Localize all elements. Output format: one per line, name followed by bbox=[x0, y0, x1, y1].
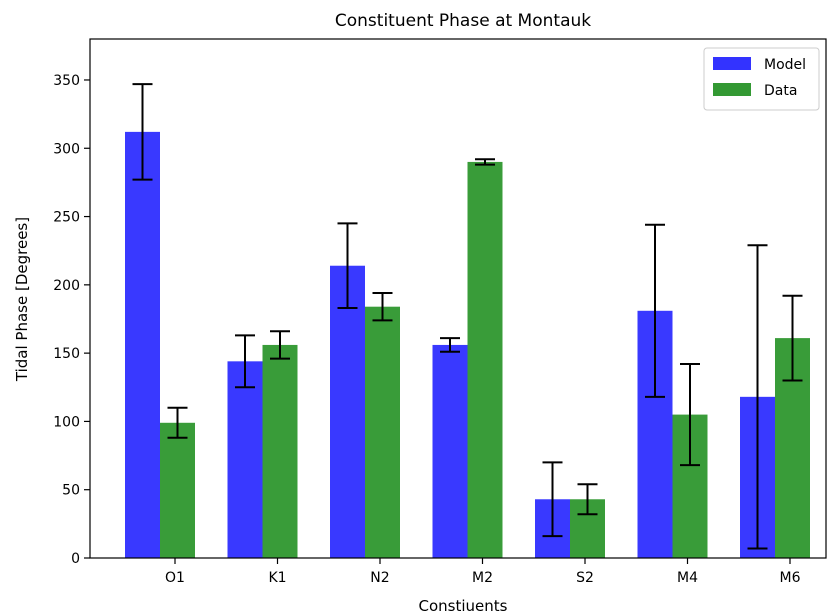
bar-model-o1 bbox=[125, 131, 160, 558]
y-axis-label: Tidal Phase [Degrees] bbox=[13, 217, 31, 382]
bar-model-k1 bbox=[227, 361, 263, 558]
bar-model-m2 bbox=[432, 344, 468, 558]
x-tick-label-m6: M6 bbox=[780, 570, 801, 586]
legend-swatch-data bbox=[713, 83, 751, 96]
error-bar-model-m4 bbox=[645, 223, 665, 398]
chart-title: Constituent Phase at Montauk bbox=[335, 11, 591, 31]
error-bar-model-m2 bbox=[440, 337, 460, 353]
x-axis-label: Constiuents bbox=[419, 597, 508, 615]
y-tick-label-300: 300 bbox=[53, 141, 80, 157]
x-tick-label-m2: M2 bbox=[472, 570, 493, 586]
plot-frame bbox=[89, 38, 827, 559]
error-bar-data-s2 bbox=[577, 483, 598, 516]
y-tick-label-150: 150 bbox=[53, 346, 80, 362]
bar-data-k1 bbox=[262, 344, 298, 558]
bar-data-o1 bbox=[160, 422, 195, 558]
legend-label-model: Model bbox=[764, 57, 806, 73]
error-bar-data-o1 bbox=[167, 406, 188, 439]
x-tick-label-k1: K1 bbox=[268, 570, 286, 586]
error-bar-data-m4 bbox=[680, 363, 700, 467]
legend: Model Data bbox=[703, 47, 820, 111]
error-bar-model-n2 bbox=[337, 222, 358, 310]
plot-area: 0 50 100 150 200 250 300 350 O1 K1 N2 M2 S2 M4 M6 bbox=[53, 38, 827, 586]
y-tick-label-200: 200 bbox=[53, 278, 80, 294]
error-bar-model-s2 bbox=[542, 461, 563, 538]
bar-data-m2 bbox=[467, 161, 503, 558]
legend-swatch-model bbox=[713, 57, 751, 70]
bar-model-n2 bbox=[330, 265, 365, 558]
y-tick-label-250: 250 bbox=[53, 210, 80, 226]
x-tick-label-n2: N2 bbox=[370, 570, 389, 586]
error-bar-model-k1 bbox=[235, 334, 255, 389]
y-tick-label-50: 50 bbox=[62, 483, 80, 499]
error-bar-data-m2 bbox=[475, 158, 495, 166]
x-tick-label-m4: M4 bbox=[677, 570, 698, 586]
y-tick-label-0: 0 bbox=[71, 551, 80, 567]
x-tick-label-s2: S2 bbox=[576, 570, 594, 586]
x-tick-label-o1: O1 bbox=[165, 570, 185, 586]
y-tick-label-100: 100 bbox=[53, 414, 80, 430]
error-bar-data-n2 bbox=[372, 292, 393, 322]
bar-data-n2 bbox=[365, 306, 400, 558]
error-bar-data-k1 bbox=[270, 330, 290, 360]
y-tick-label-350: 350 bbox=[53, 73, 80, 89]
legend-label-data: Data bbox=[764, 83, 797, 99]
error-bar-data-m6 bbox=[782, 294, 803, 382]
error-bar-model-o1 bbox=[132, 83, 153, 181]
error-bar-model-m6 bbox=[747, 244, 768, 550]
